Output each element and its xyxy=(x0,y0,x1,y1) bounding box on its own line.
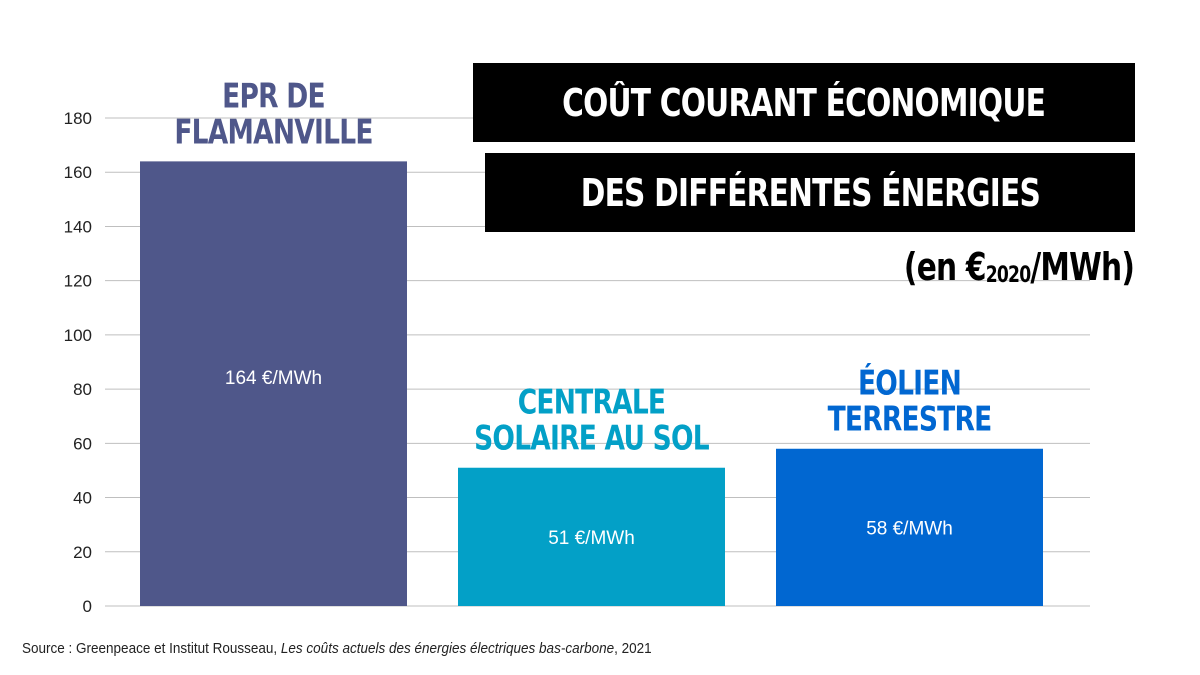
bar xyxy=(140,161,407,606)
bar-value-label: 164 €/MWh xyxy=(225,368,322,389)
chart-title-line-2: DES DIFFÉRENTES ÉNERGIES xyxy=(485,153,1135,232)
y-tick-label: 40 xyxy=(73,489,92,508)
y-tick-label: 100 xyxy=(64,326,92,345)
bar xyxy=(776,448,1043,606)
y-tick-label: 180 xyxy=(64,109,92,128)
category-label: ÉOLIEN xyxy=(858,364,961,404)
chart-title-line-1: COÛT COURANT ÉCONOMIQUE xyxy=(473,63,1135,142)
y-tick-label: 60 xyxy=(73,434,92,453)
category-label: CENTRALE xyxy=(518,384,666,423)
bar-value-label: 51 €/MWh xyxy=(548,528,635,549)
y-tick-label: 120 xyxy=(64,272,92,291)
category-label: TERRESTRE xyxy=(828,401,992,440)
source-note: Source : Greenpeace et Institut Rousseau… xyxy=(22,640,652,657)
category-label: EPR DE xyxy=(222,77,325,116)
bar xyxy=(458,467,725,606)
y-tick-label: 20 xyxy=(73,543,92,562)
category-label: SOLAIRE AU SOL xyxy=(474,420,709,459)
category-label: FLAMANVILLE xyxy=(174,113,372,152)
y-tick-label: 0 xyxy=(83,597,92,616)
y-tick-label: 140 xyxy=(64,217,92,236)
chart-unit-label: (en €2020/MWh) xyxy=(903,245,1135,289)
y-tick-label: 80 xyxy=(73,380,92,399)
bar-value-label: 58 €/MWh xyxy=(866,518,953,539)
y-tick-label: 160 xyxy=(64,163,92,182)
